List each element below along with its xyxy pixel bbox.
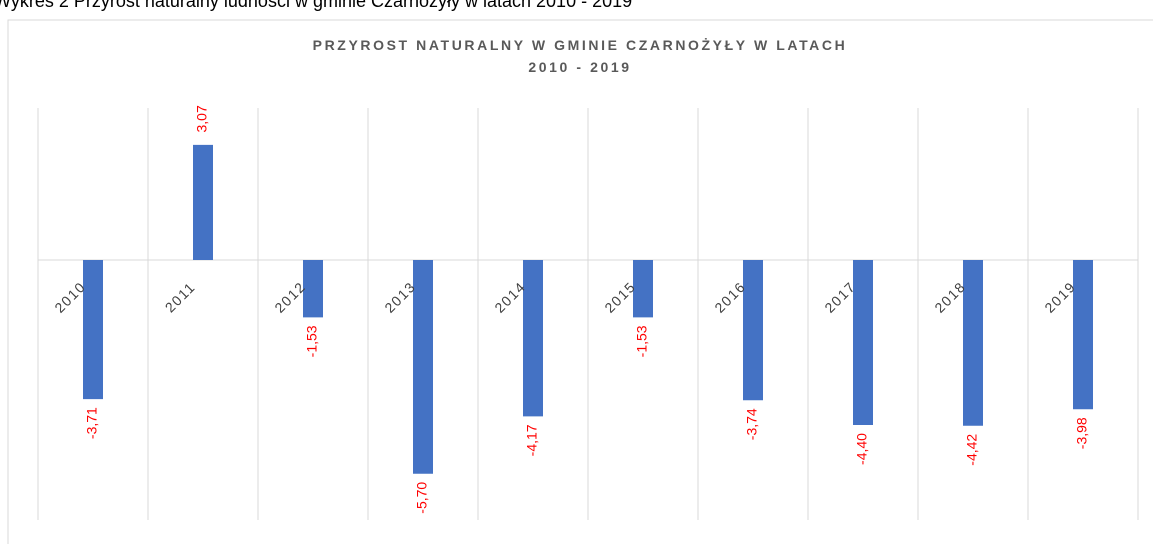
bar — [853, 260, 873, 425]
bar — [303, 260, 323, 318]
value-label: -4,17 — [524, 424, 540, 456]
bar — [83, 260, 103, 400]
bar — [523, 260, 543, 417]
value-label: 3,07 — [194, 105, 210, 132]
bar — [743, 260, 763, 401]
bar — [633, 260, 653, 318]
value-label: -3,74 — [744, 408, 760, 440]
chart-title: PRZYROST NATURALNY W GMINIE CZARNOŻYŁY W… — [312, 37, 848, 75]
bar — [963, 260, 983, 426]
bar — [193, 144, 213, 260]
value-label: -3,71 — [84, 407, 100, 439]
value-label: -3,98 — [1074, 417, 1090, 449]
chart-frame — [7, 19, 1153, 544]
value-label: -4,40 — [854, 433, 870, 465]
bar — [1073, 260, 1093, 410]
caption: Wykres 2 Przyrost naturalny ludności w g… — [0, 0, 633, 11]
value-label: -1,53 — [304, 325, 320, 357]
value-label: -5,70 — [414, 482, 430, 514]
bar — [413, 260, 433, 474]
value-label: -1,53 — [634, 325, 650, 357]
x-tick-label: 2011 — [162, 279, 199, 316]
value-label: -4,42 — [964, 434, 980, 466]
